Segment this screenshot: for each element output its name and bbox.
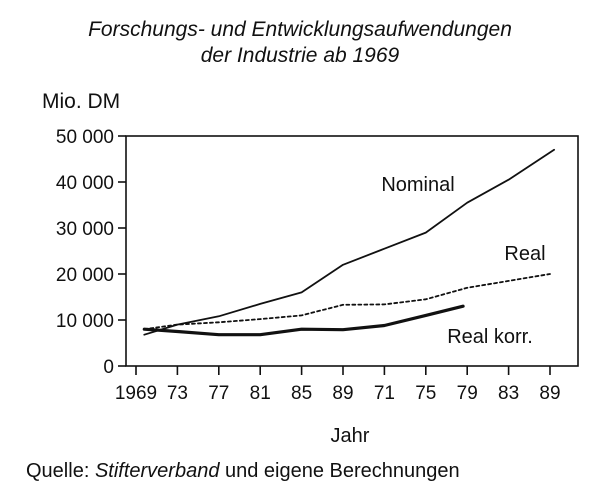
y-tick-label: 40 000 xyxy=(56,173,114,194)
x-tick-label: 71 xyxy=(374,383,395,404)
chart-subtitle: der Industrie ab 1969 xyxy=(200,44,400,67)
chart-series xyxy=(142,148,555,337)
series-line-nominal xyxy=(143,148,555,336)
source-prefix: Quelle: xyxy=(26,460,95,482)
x-tick-label: 83 xyxy=(498,383,519,404)
y-tick-label: 50 000 xyxy=(56,127,114,148)
x-axis-ticks: 1969 73 77 81 85 89 71 75 79 83 89 xyxy=(115,366,561,404)
series-labels: Nominal Real Real korr. xyxy=(381,174,545,348)
series-label-nominal: Nominal xyxy=(381,174,454,196)
series-label-real-korr: Real korr. xyxy=(447,326,533,348)
y-tick-label: 30 000 xyxy=(56,219,114,240)
x-tick-label: 81 xyxy=(250,383,271,404)
x-tick-label: 89 xyxy=(332,383,353,404)
source-note: Quelle: Stifterverband und eigene Berech… xyxy=(26,460,460,483)
series-line-real xyxy=(143,273,551,331)
x-tick-label: 77 xyxy=(208,383,229,404)
x-tick-label: 1969 xyxy=(115,383,157,404)
y-axis-unit-label: Mio. DM xyxy=(42,90,121,113)
y-axis-ticks: 0 10 000 20 000 30 000 40 000 50 000 xyxy=(56,127,126,378)
x-tick-label: 75 xyxy=(415,383,436,404)
x-axis-title: Jahr xyxy=(331,425,370,447)
plot-frame xyxy=(125,135,579,367)
x-tick-label: 85 xyxy=(291,383,312,404)
source-name: Stifterverband xyxy=(94,460,220,482)
x-tick-label: 89 xyxy=(539,383,560,404)
y-tick-label: 10 000 xyxy=(56,311,114,332)
x-tick-label: 79 xyxy=(457,383,478,404)
chart-title: Forschungs- und Entwicklungsaufwendungen xyxy=(88,18,512,41)
x-tick-label: 73 xyxy=(167,383,188,404)
y-tick-label: 0 xyxy=(103,357,114,378)
chart-axes xyxy=(125,135,579,367)
y-tick-label: 20 000 xyxy=(56,265,114,286)
source-suffix: und eigene Berechnungen xyxy=(219,460,460,482)
series-label-real: Real xyxy=(504,243,545,265)
series-line-real-korr xyxy=(142,304,465,337)
